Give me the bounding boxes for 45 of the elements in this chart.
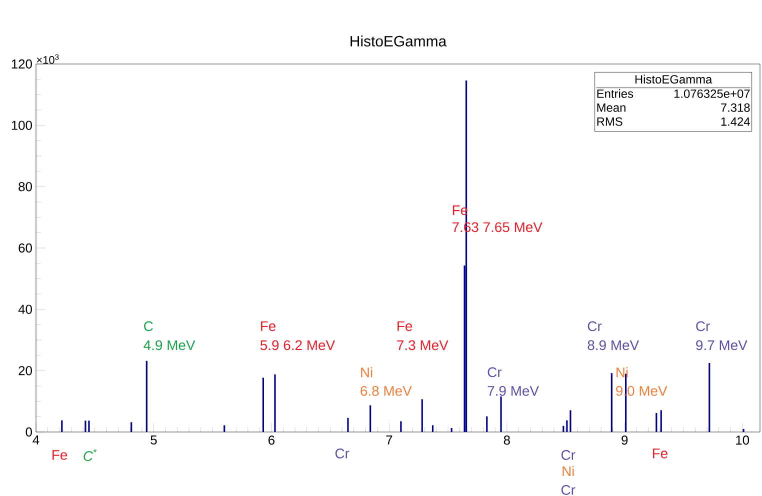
- annotation: 1.424: [721, 117, 750, 126]
- annotation: HistoEGamma: [635, 74, 712, 84]
- annotation: 5.9 6.2 MeV: [260, 340, 336, 350]
- text: C$^{*}$: [84, 448, 97, 462]
- annotation: Fe: [398, 321, 412, 332]
- text: Cr: [335, 448, 350, 458]
- y-tick-label: 0: [26, 427, 32, 437]
- annotation: 7.3 MeV: [397, 340, 448, 350]
- annotation: Ni: [361, 367, 372, 378]
- x-tick-label: 7: [386, 436, 392, 444]
- x-tick-label: 8: [504, 436, 510, 445]
- text: Fe: [52, 450, 68, 460]
- x-tick-label: 4: [32, 436, 40, 444]
- x-tick-label: 6: [268, 436, 274, 445]
- annotation: 4.9 MeV: [144, 340, 196, 350]
- annotation: Cr: [696, 321, 710, 332]
- annotation: 6.8 MeV: [360, 386, 412, 396]
- annotation: Ni: [616, 367, 628, 378]
- annotation: Fe: [261, 321, 276, 332]
- y-tick-label: 60: [18, 243, 32, 253]
- annotation: Cr: [488, 367, 502, 378]
- annotation: 7.9 MeV: [488, 386, 539, 396]
- y-tick-label: 20: [18, 366, 32, 376]
- annotation: C: [144, 321, 153, 332]
- x-tick-label: 9: [622, 436, 628, 445]
- text: ×10$^{3}$: [36, 54, 59, 64]
- text: Cr: [561, 450, 576, 460]
- y-tick-label: 80: [18, 182, 32, 192]
- x-tick-label: 10: [736, 436, 750, 445]
- annotation: 8.9 MeV: [588, 340, 640, 350]
- annotation: RMS: [597, 117, 622, 126]
- x-tick-label: 5: [150, 436, 157, 445]
- y-tick-label: 40: [18, 304, 32, 314]
- chart-title: HistoEGamma: [350, 36, 447, 46]
- y-tick-label: 100: [12, 120, 32, 130]
- annotation: 7.318: [721, 103, 750, 112]
- annotation: Cr: [588, 321, 602, 332]
- annotation: 9.7 MeV: [696, 340, 748, 350]
- annotation: Mean: [597, 104, 626, 112]
- y-tick-label: 120: [12, 59, 32, 69]
- annotation: Entries: [597, 89, 634, 98]
- text: Fe: [652, 448, 668, 458]
- annotation: 1.076325e+07: [674, 89, 750, 98]
- text: Ni: [562, 466, 574, 476]
- text: Cr: [561, 485, 576, 495]
